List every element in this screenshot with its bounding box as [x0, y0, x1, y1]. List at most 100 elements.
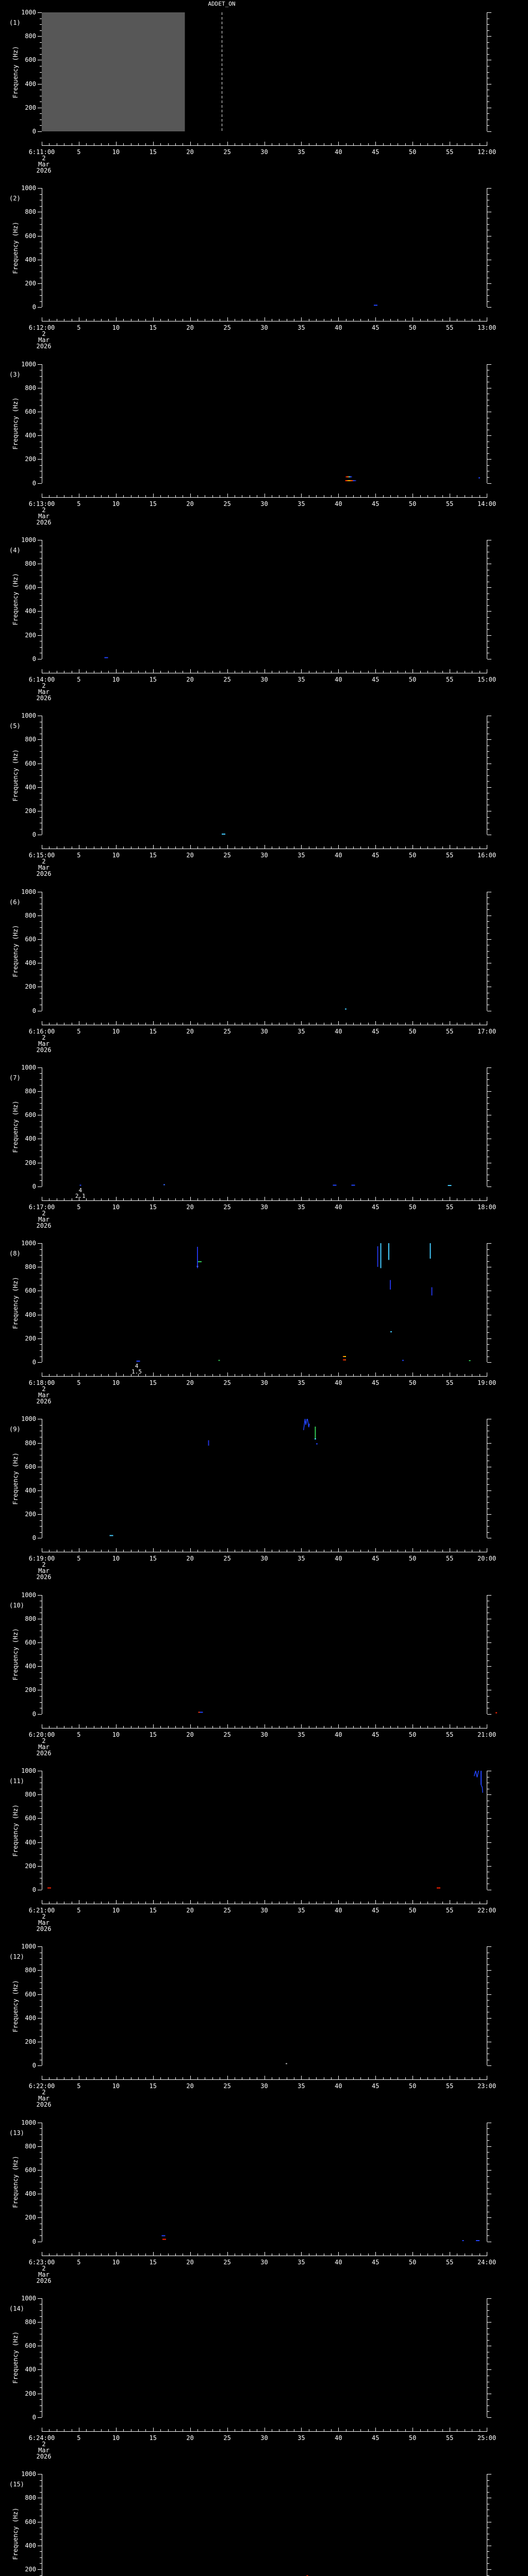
x-tick-label: 45: [372, 500, 380, 507]
y-tick-left: [38, 1091, 42, 1092]
x-tick: [138, 2253, 139, 2256]
x-tick: [227, 1021, 228, 1025]
y-tick-right: [487, 2551, 489, 2552]
y-tick-left: [38, 283, 42, 284]
spectrogram-plot-area: [136, 1243, 471, 1362]
x-tick-label: 5: [77, 1731, 81, 1738]
y-tick-left: [40, 1103, 42, 1104]
y-tick-right: [487, 1490, 491, 1491]
y-tick-left: [40, 897, 42, 899]
x-tick: [353, 670, 354, 673]
y-tick-right: [487, 12, 491, 13]
y-tick-label: 400: [25, 1311, 36, 1318]
y-axis-title: Frequency (Hz): [12, 1452, 19, 1505]
x-tick: [138, 1022, 139, 1025]
x-tick-label: 45: [372, 1379, 380, 1387]
date-line: Mar: [38, 1040, 50, 1047]
x-tick: [301, 1196, 302, 1200]
x-start-time-label: 6:17:00: [28, 1203, 55, 1211]
y-tick-left: [38, 2474, 42, 2475]
x-tick: [197, 1022, 199, 1025]
x-tick: [116, 1196, 117, 1200]
x-tick-label: 15: [149, 1027, 157, 1035]
x-tick-label: 55: [446, 1027, 454, 1035]
x-tick: [145, 319, 146, 321]
date-line: 2: [42, 1737, 46, 1744]
x-tick: [420, 670, 421, 673]
detection-dot: [286, 2063, 288, 2064]
y-tick-right: [487, 30, 489, 31]
x-tick-label: 25: [223, 1203, 231, 1211]
detection-dash: [47, 1887, 51, 1889]
x-tick: [227, 669, 228, 673]
x-tick: [145, 2077, 146, 2080]
x-tick-label: 40: [335, 852, 342, 859]
x-tick: [412, 1900, 414, 1904]
x-tick: [190, 1900, 191, 1904]
x-tick-label: 25: [223, 1379, 231, 1387]
x-tick: [427, 143, 428, 145]
event-annotation: 1.5: [131, 1368, 142, 1376]
spectrogram-panel-5: (5) Frequency (Hz) 0 200 400 600 800 1000 6:15:0…: [0, 703, 528, 879]
y-tick-right: [487, 745, 489, 746]
y-tick-label: 600: [25, 232, 36, 240]
y-tick-left: [40, 2229, 42, 2230]
y-tick-right: [487, 1818, 491, 1819]
x-tick: [190, 2427, 191, 2431]
panel-number: (5): [9, 722, 21, 730]
x-tick: [116, 2251, 117, 2256]
x-tick: [108, 2253, 109, 2256]
x-tick: [190, 1548, 191, 1552]
x-tick: [338, 1900, 339, 1904]
y-tick-left: [40, 1854, 42, 1855]
x-tick: [338, 493, 339, 497]
y-tick-left: [38, 2018, 42, 2019]
x-tick: [123, 1550, 124, 1552]
detection-dot: [478, 477, 481, 479]
y-tick-right: [487, 969, 489, 970]
x-tick: [390, 2429, 391, 2431]
detection-dot: [79, 1184, 81, 1186]
x-tick: [375, 493, 376, 497]
y-tick-label: 800: [25, 1615, 36, 1622]
x-tick-label: 35: [298, 852, 305, 859]
y-tick-label: 800: [25, 32, 36, 40]
x-tick: [301, 1548, 302, 1552]
detection-multicolor-cell: [353, 480, 355, 481]
y-axis-title: Frequency (Hz): [12, 1100, 19, 1153]
x-tick-label: 35: [298, 1203, 305, 1211]
date-line: 2: [42, 858, 46, 866]
x-tick: [212, 1198, 213, 1200]
detection-streak: [380, 1243, 382, 1268]
x-tick: [338, 845, 339, 849]
x-tick: [123, 1198, 124, 1200]
y-tick-left: [40, 295, 42, 296]
y-tick-left: [40, 224, 42, 225]
date-line: 2026: [36, 1925, 52, 1933]
x-start-time-label: 6:16:00: [28, 1027, 55, 1035]
x-tick: [353, 143, 354, 145]
x-tick: [175, 1198, 176, 1200]
x-tick: [427, 1374, 428, 1377]
x-tick-label: 30: [260, 852, 268, 859]
detection-dash: [373, 304, 377, 306]
y-tick-label: 400: [25, 607, 36, 615]
y-tick-right: [487, 727, 489, 728]
y-tick-right: [487, 1982, 489, 1983]
detection-multicolor-cell: [201, 1711, 203, 1713]
x-tick-label: 35: [298, 148, 305, 156]
spectrogram-panel-12: (12) Frequency (Hz) 0 200 400 600 800 1000 6:22:…: [0, 1934, 528, 2110]
x-tick: [138, 2077, 139, 2080]
x-tick-label: 20: [186, 324, 194, 332]
x-tick: [123, 2429, 124, 2431]
date-line: Mar: [38, 1392, 50, 1399]
y-tick-left: [40, 125, 42, 126]
y-tick-left: [40, 2128, 42, 2129]
y-tick-right: [487, 2539, 489, 2540]
x-tick: [175, 495, 176, 497]
x-tick-label: 45: [372, 2434, 380, 2442]
x-start-time-label: 6:19:00: [28, 1555, 55, 1563]
y-tick-right: [487, 113, 489, 114]
x-tick: [375, 2076, 376, 2080]
x-tick-label: 15: [149, 1555, 157, 1563]
